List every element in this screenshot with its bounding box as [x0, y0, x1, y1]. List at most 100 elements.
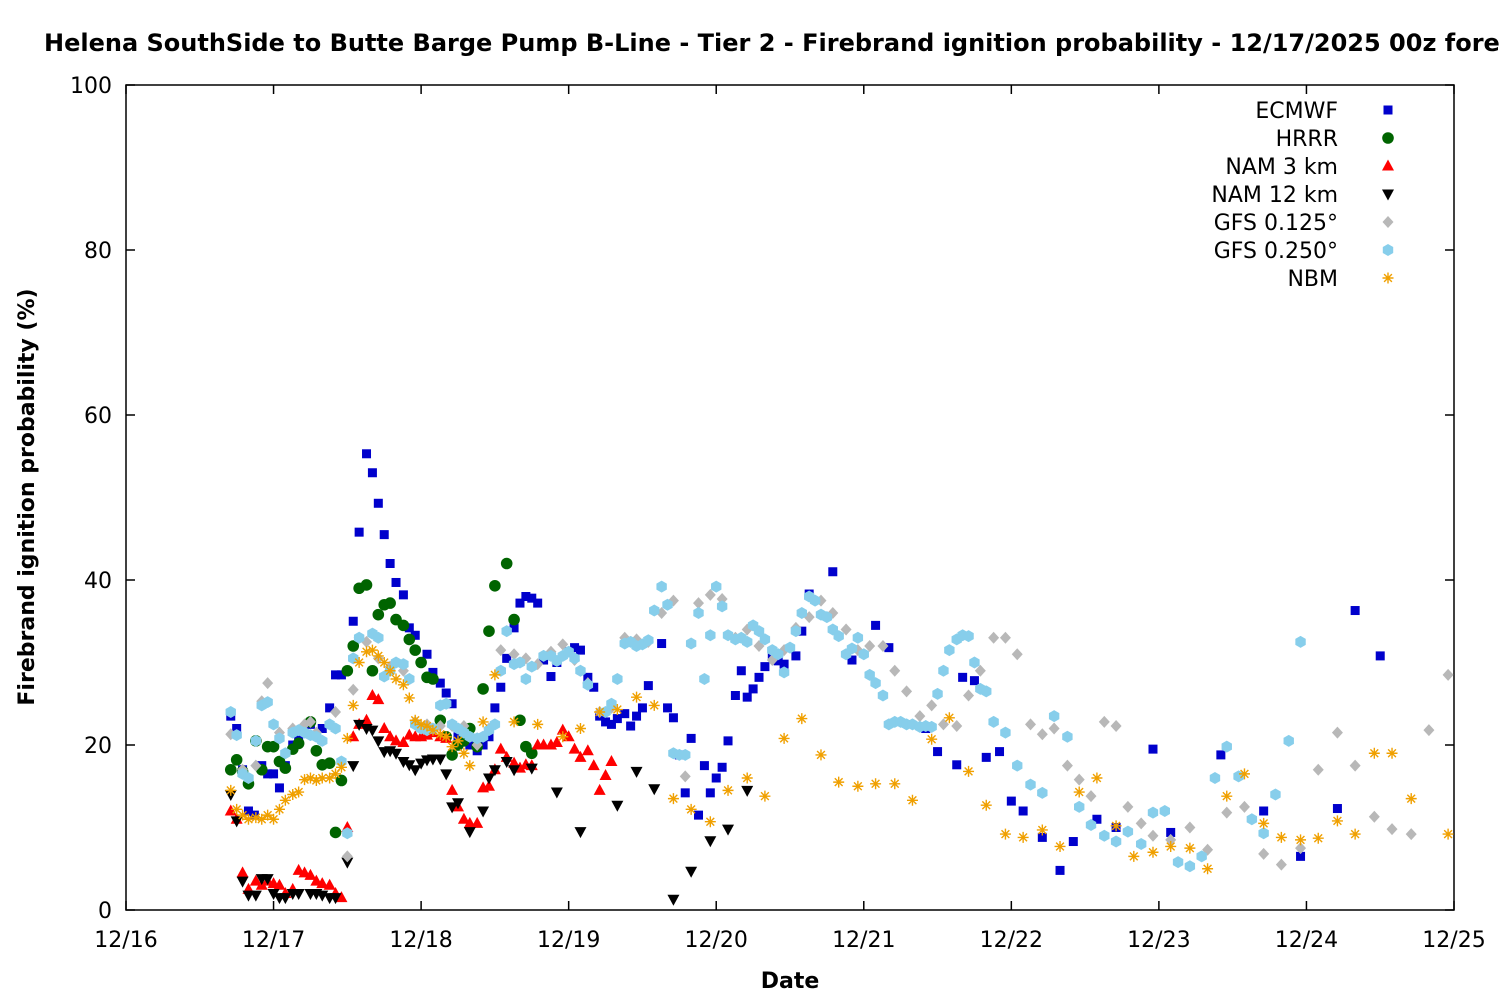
data-point-ecmwf [589, 682, 599, 692]
data-point-nbm [324, 772, 336, 784]
data-point-ecmwf [496, 682, 506, 692]
data-point-nbm [574, 723, 586, 734]
data-point-nbm [1349, 828, 1361, 840]
data-point-nbm [1258, 817, 1270, 829]
data-point-nbm [722, 784, 734, 796]
data-point-ecmwf [969, 676, 979, 686]
data-point-nam-12-km [372, 736, 385, 748]
data-point-nam-12-km [403, 760, 416, 772]
data-point-nam-12-km [508, 765, 521, 777]
data-point-gfs-0-250 [1147, 806, 1159, 819]
data-point-gfs-0-250 [969, 656, 980, 669]
data-point-nbm [279, 794, 291, 806]
data-point-gfs-0-250 [1172, 856, 1184, 869]
data-point-gfs-0-125 [1386, 823, 1398, 836]
data-point-gfs-0-250 [489, 718, 501, 731]
data-point-gfs-0-250 [495, 664, 506, 677]
data-point-hrrr [514, 714, 526, 727]
data-point-nbm [1312, 832, 1324, 844]
data-point-ecmwf [1068, 837, 1078, 847]
data-point-gfs-0-125 [330, 706, 342, 718]
data-point-gfs-0-250 [716, 600, 728, 613]
data-point-gfs-0-250 [1135, 838, 1147, 850]
data-point-nbm [1110, 820, 1122, 832]
data-point-gfs-0-125 [963, 689, 975, 702]
data-point-gfs-0-125 [1258, 847, 1270, 860]
data-point-hrrr [310, 744, 323, 757]
data-point-gfs-0-250 [864, 668, 875, 681]
data-point-gfs-0-125 [1036, 728, 1048, 741]
data-point-nbm [242, 813, 254, 825]
data-point-gfs-0-250 [643, 634, 654, 647]
data-point-gfs-0-250 [342, 827, 353, 840]
data-point-ecmwf [773, 656, 783, 666]
data-point-nbm [1147, 846, 1159, 858]
data-point-nam-3-km [550, 736, 563, 748]
data-point-nbm [980, 799, 992, 811]
data-point-gfs-0-250 [778, 666, 790, 679]
data-point-gfs-0-125 [1295, 842, 1307, 855]
data-point-nbm [1442, 828, 1454, 840]
data-point-gfs-0-250 [773, 648, 784, 661]
data-point-nbm [262, 809, 274, 821]
data-point-nbm [1405, 793, 1417, 805]
data-point-gfs-0-250 [821, 611, 833, 624]
data-point-ecmwf [348, 616, 358, 626]
data-point-gfs-0-250 [231, 729, 242, 742]
data-point-nam-12-km [574, 827, 587, 839]
data-point-hrrr [409, 644, 422, 656]
data-point-nam-12-km [550, 787, 563, 799]
data-point-gfs-0-125 [347, 683, 359, 696]
data-point-ecmwf [1148, 744, 1158, 754]
data-point-nbm [906, 794, 918, 806]
data-point-nbm [667, 793, 679, 805]
data-point-ecmwf [1037, 832, 1047, 842]
data-point-gfs-0-250 [1062, 730, 1073, 743]
data-point-nbm [231, 803, 243, 815]
data-point-nam-3-km [587, 759, 600, 771]
data-point-gfs-0-125 [840, 623, 852, 636]
data-point-ecmwf [1006, 796, 1016, 806]
data-point-ecmwf [606, 719, 616, 729]
data-point-gfs-0-125 [1423, 724, 1435, 737]
data-point-nbm [741, 772, 753, 784]
legend-marker-hrrr [1382, 132, 1394, 144]
data-point-gfs-0-250 [1159, 805, 1170, 817]
data-point-gfs-0-250 [649, 604, 660, 617]
data-point-ecmwf [447, 699, 457, 709]
data-point-nbm [415, 718, 427, 730]
data-point-gfs-0-125 [341, 850, 353, 863]
data-point-nbm [963, 765, 975, 777]
data-point-ecmwf [643, 681, 653, 691]
data-point-ecmwf [232, 724, 242, 733]
data-point-gfs-0-250 [662, 598, 673, 611]
data-points [224, 449, 1454, 906]
data-point-nbm [316, 772, 328, 784]
data-point-nbm [335, 761, 347, 773]
y-tick-label: 60 [84, 404, 112, 429]
data-point-gfs-0-250 [250, 734, 262, 747]
data-point-nam-12-km [611, 800, 624, 812]
data-point-nam-12-km [446, 802, 459, 814]
data-point-gfs-0-250 [1246, 813, 1258, 826]
data-point-nbm [353, 657, 365, 668]
data-point-gfs-0-125 [1098, 715, 1110, 728]
data-point-gfs-0-125 [1238, 800, 1250, 813]
data-point-gfs-0-250 [353, 631, 365, 644]
data-point-nbm [384, 665, 396, 677]
axis-ticks [125, 84, 1455, 911]
data-point-ecmwf [686, 733, 696, 743]
data-point-gfs-0-250 [1270, 788, 1281, 801]
data-point-nbm [409, 714, 421, 726]
data-point-gfs-0-250 [858, 648, 869, 661]
data-point-nbm [926, 733, 938, 745]
data-point-gfs-0-250 [1196, 850, 1207, 863]
data-point-nbm [852, 780, 864, 792]
data-point-gfs-0-125 [1073, 773, 1085, 786]
data-point-ecmwf [379, 530, 389, 540]
data-point-ecmwf [1375, 651, 1385, 661]
data-point-ecmwf [668, 713, 678, 723]
data-point-ecmwf [1216, 750, 1226, 760]
data-point-gfs-0-250 [1037, 786, 1048, 799]
data-point-gfs-0-250 [1099, 829, 1110, 842]
